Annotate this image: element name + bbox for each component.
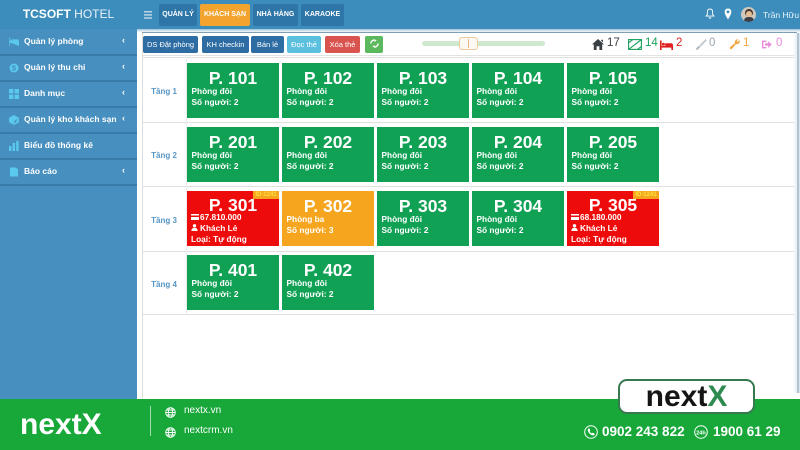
svg-text:24h: 24h <box>696 430 706 436</box>
svg-text:$: $ <box>12 64 17 73</box>
